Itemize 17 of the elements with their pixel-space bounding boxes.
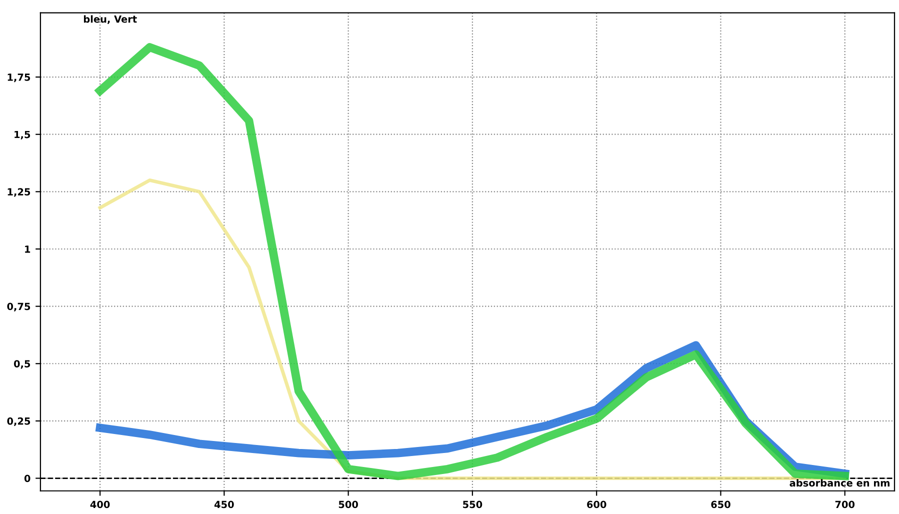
y-tick-label: 0,5	[14, 360, 30, 369]
x-axis-title: absorbance en nm	[790, 479, 890, 487]
x-tick-label: 650	[711, 500, 730, 508]
y-tick-label: 1,75	[8, 74, 30, 82]
x-tick-label: 550	[463, 500, 482, 508]
y-tick-label: 0,25	[7, 417, 30, 426]
y-tick-label: 1	[25, 246, 30, 253]
x-tick-label: 500	[338, 500, 358, 508]
y-tick-label: 0	[24, 474, 30, 482]
x-tick-label: 400	[90, 500, 110, 508]
y-tick-label: 0,75	[7, 302, 30, 312]
x-tick-label: 450	[214, 500, 234, 508]
y-tick-label: 1,5	[14, 130, 30, 140]
y-tick-label: 1,25	[8, 188, 30, 197]
x-tick-label: 700	[835, 500, 855, 508]
x-tick-label: 600	[587, 500, 606, 508]
annotation: bleu, Vert	[84, 15, 137, 24]
